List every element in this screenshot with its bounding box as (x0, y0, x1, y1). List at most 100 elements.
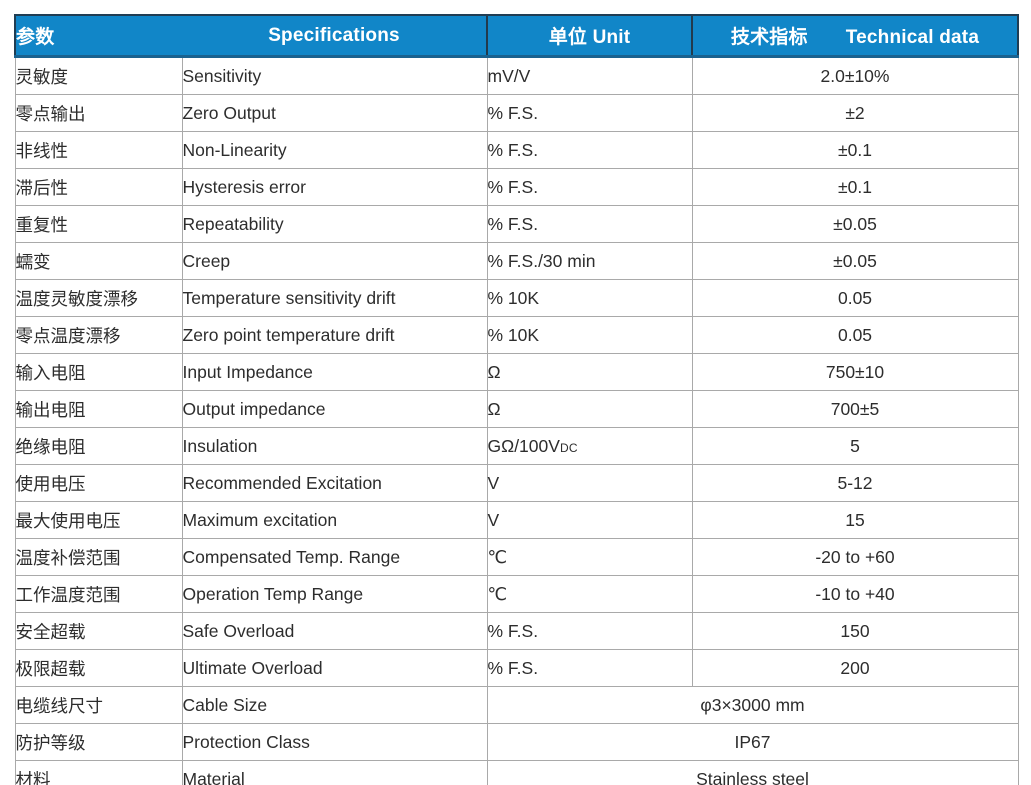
param-cn-cell: 绝缘电阻 (14, 427, 183, 465)
table-row: 极限超载 Ultimate Overload % F.S. 200 (14, 649, 1019, 687)
unit-cell: V (486, 464, 693, 502)
param-cn-cell: 零点温度漂移 (14, 316, 183, 354)
spec-en-cell: Zero point temperature drift (181, 316, 488, 354)
param-cn-cell: 工作温度范围 (14, 575, 183, 613)
spec-en-cell: Ultimate Overload (181, 649, 488, 687)
spec-en-cell: Cable Size (181, 686, 488, 724)
merged-value-cell: Stainless steel (486, 760, 1019, 785)
value-cell: 200 (691, 649, 1019, 687)
table-row: 安全超载 Safe Overload % F.S. 150 (14, 612, 1019, 650)
param-cn-cell: 非线性 (14, 131, 183, 169)
header-technical-en: Technical data (845, 27, 980, 48)
header-technical-cn: 技术指标 (730, 27, 808, 48)
spec-en-cell: Compensated Temp. Range (181, 538, 488, 576)
spec-en-cell: Sensitivity (181, 56, 488, 95)
spec-table: 参数 Specifications 单位 Unit 技术指标 Technical … (14, 14, 1019, 785)
unit-cell: % F.S. (486, 131, 693, 169)
table-row: 零点输出 Zero Output % F.S. ±2 (14, 94, 1019, 132)
spec-en-cell: Material (181, 760, 488, 785)
unit-cell: % F.S. (486, 205, 693, 243)
value-cell: ±0.1 (691, 168, 1019, 206)
table-row: 温度灵敏度漂移 Temperature sensitivity drift % … (14, 279, 1019, 317)
unit-cell: % F.S. (486, 168, 693, 206)
spec-en-cell: Recommended Excitation (181, 464, 488, 502)
value-cell: 0.05 (691, 316, 1019, 354)
table-row: 灵敏度 Sensitivity mV/V 2.0±10% (14, 56, 1019, 95)
unit-cell: % 10K (486, 316, 693, 354)
value-cell: ±2 (691, 94, 1019, 132)
param-cn-cell: 滞后性 (14, 168, 183, 206)
spec-en-cell: Temperature sensitivity drift (181, 279, 488, 317)
spec-en-cell: Insulation (181, 427, 488, 465)
unit-cell: % F.S. (486, 94, 693, 132)
unit-text: GΩ/100V (487, 435, 560, 456)
param-cn-cell: 使用电压 (14, 464, 183, 502)
param-cn-cell: 安全超载 (14, 612, 183, 650)
table-row: 防护等级 Protection Class IP67 (14, 723, 1019, 761)
param-cn-cell: 最大使用电压 (14, 501, 183, 539)
unit-cell: ℃ (486, 538, 693, 576)
table-row: 滞后性 Hysteresis error % F.S. ±0.1 (14, 168, 1019, 206)
header-row: 参数 Specifications 单位 Unit 技术指标 Technical … (14, 14, 1019, 58)
value-cell: ±0.05 (691, 205, 1019, 243)
spec-en-cell: Output impedance (181, 390, 488, 428)
value-cell: ±0.1 (691, 131, 1019, 169)
param-cn-cell: 灵敏度 (14, 56, 183, 95)
merged-value-cell: φ3×3000 mm (486, 686, 1019, 724)
param-cn-cell: 防护等级 (14, 723, 183, 761)
param-cn-cell: 材料 (14, 760, 183, 785)
unit-cell: % 10K (486, 279, 693, 317)
table-row: 零点温度漂移 Zero point temperature drift % 10… (14, 316, 1019, 354)
spec-en-cell: Hysteresis error (181, 168, 488, 206)
spec-en-cell: Safe Overload (181, 612, 488, 650)
value-cell: 5 (691, 427, 1019, 465)
unit-cell: mV/V (486, 56, 693, 95)
value-cell: -20 to +60 (691, 538, 1019, 576)
table-row: 最大使用电压 Maximum excitation V 15 (14, 501, 1019, 539)
value-cell: 750±10 (691, 353, 1019, 391)
spec-en-cell: Creep (181, 242, 488, 280)
param-cn-cell: 极限超载 (14, 649, 183, 687)
value-cell: ±0.05 (691, 242, 1019, 280)
param-cn-cell: 零点输出 (14, 94, 183, 132)
header-param: 参数 (14, 14, 182, 58)
merged-value-cell: IP67 (486, 723, 1019, 761)
table-row: 工作温度范围 Operation Temp Range ℃ -10 to +40 (14, 575, 1019, 613)
param-cn-cell: 输出电阻 (14, 390, 183, 428)
header-technical-data: 技术指标 Technical data (691, 14, 1019, 58)
unit-subscript: DC (559, 440, 578, 455)
value-cell: 150 (691, 612, 1019, 650)
param-cn-cell: 重复性 (14, 205, 183, 243)
spec-en-cell: Protection Class (181, 723, 488, 761)
param-cn-cell: 蠕变 (14, 242, 183, 280)
value-cell: -10 to +40 (691, 575, 1019, 613)
unit-cell: ℃ (486, 575, 693, 613)
table-row: 温度补偿范围 Compensated Temp. Range ℃ -20 to … (14, 538, 1019, 576)
value-cell: 5-12 (691, 464, 1019, 502)
spec-en-cell: Input Impedance (181, 353, 488, 391)
table-row: 电缆线尺寸 Cable Size φ3×3000 mm (14, 686, 1019, 724)
table-row: 蠕变 Creep % F.S./30 min ±0.05 (14, 242, 1019, 280)
table-row: 非线性 Non-Linearity % F.S. ±0.1 (14, 131, 1019, 169)
value-cell: 2.0±10% (691, 56, 1019, 95)
unit-cell: % F.S./30 min (486, 242, 693, 280)
param-cn-cell: 输入电阻 (14, 353, 183, 391)
unit-cell: V (486, 501, 693, 539)
header-unit: 单位 Unit (486, 14, 692, 58)
value-cell: 0.05 (691, 279, 1019, 317)
unit-cell: % F.S. (486, 649, 693, 687)
table-row: 重复性 Repeatability % F.S. ±0.05 (14, 205, 1019, 243)
spec-en-cell: Maximum excitation (181, 501, 488, 539)
unit-cell: % F.S. (486, 612, 693, 650)
param-cn-cell: 温度补偿范围 (14, 538, 183, 576)
spec-en-cell: Zero Output (181, 94, 488, 132)
spec-en-cell: Operation Temp Range (181, 575, 488, 613)
param-cn-cell: 温度灵敏度漂移 (14, 279, 183, 317)
value-cell: 15 (691, 501, 1019, 539)
spec-en-cell: Non-Linearity (181, 131, 488, 169)
table-header: 参数 Specifications 单位 Unit 技术指标 Technical … (14, 14, 1019, 58)
unit-cell: Ω (486, 390, 693, 428)
table-row: 材料 Material Stainless steel (14, 760, 1019, 785)
value-cell: 700±5 (691, 390, 1019, 428)
